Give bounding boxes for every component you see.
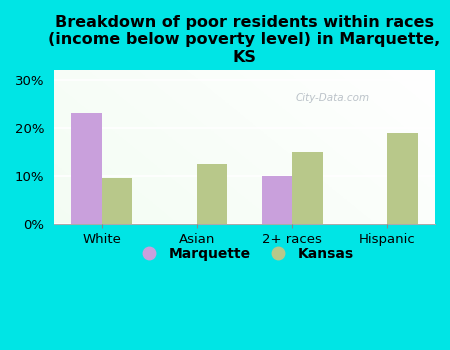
Bar [197, 164, 228, 224]
Bar [72, 113, 102, 224]
Title: Breakdown of poor residents within races
(income below poverty level) in Marquet: Breakdown of poor residents within races… [49, 15, 441, 65]
Bar [387, 133, 418, 224]
Bar [262, 176, 292, 224]
Legend: Marquette, Kansas: Marquette, Kansas [130, 241, 360, 267]
Bar [292, 152, 323, 224]
Bar [102, 178, 132, 224]
Text: City-Data.com: City-Data.com [295, 93, 369, 103]
